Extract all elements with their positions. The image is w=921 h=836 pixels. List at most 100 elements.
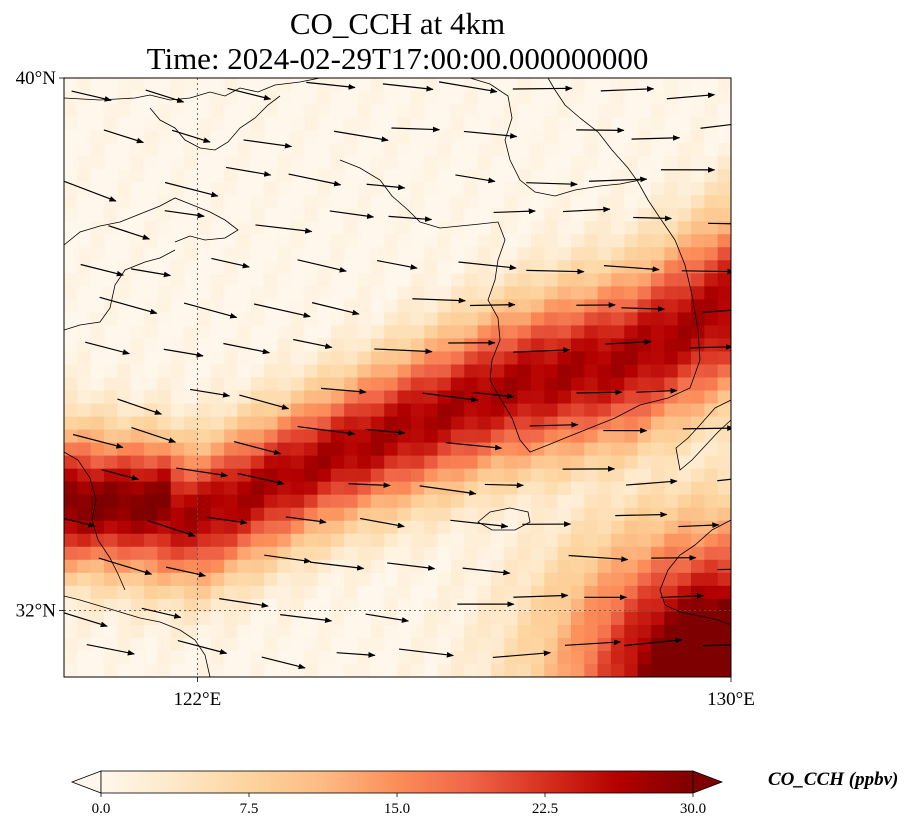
wind-arrow: [117, 398, 163, 415]
wind-arrow: [678, 522, 720, 529]
colorbar-extend-high: [692, 770, 724, 794]
wind-arrow: [412, 297, 466, 304]
wind-arrow: [334, 130, 389, 143]
wind-arrow: [526, 181, 578, 187]
wind-arrow: [86, 643, 135, 656]
wind-arrow: [72, 433, 124, 449]
wind-arrow: [398, 648, 455, 658]
wind-arrow: [98, 557, 153, 576]
wind-arrow: [600, 86, 655, 92]
colorbar-title: CO_CCH (ppbv): [768, 769, 899, 790]
wind-arrow: [64, 612, 108, 628]
colorbar-tick-label: 30.0: [680, 801, 706, 817]
wind-arrow: [297, 259, 347, 273]
wind-arrow: [374, 348, 433, 355]
wind-arrow: [621, 306, 666, 312]
concentration-field: [64, 78, 731, 677]
wind-arrow: [226, 166, 272, 177]
wind-arrow: [223, 342, 271, 355]
wind-arrow: [455, 174, 496, 184]
colorbar-tick-label: 7.5: [240, 801, 259, 817]
wind-arrow: [64, 517, 96, 528]
wind-arrow: [348, 482, 391, 489]
wind-arrow: [568, 554, 629, 563]
latitude-label: 40°N: [16, 68, 57, 89]
wind-arrow: [103, 129, 144, 144]
wind-arrow: [492, 650, 552, 659]
wind-arrow: [623, 637, 683, 647]
wind-arrow: [71, 90, 112, 102]
wind-arrow: [387, 562, 436, 571]
wind-arrow: [365, 428, 406, 436]
wind-arrow: [458, 261, 517, 271]
wind-arrow: [163, 348, 204, 358]
coastline-china-east: [64, 451, 126, 591]
wind-arrow: [472, 391, 515, 399]
wind-arrow: [171, 129, 211, 143]
wind-arrow: [603, 265, 660, 273]
wind-arrow: [64, 180, 117, 202]
wind-arrow: [469, 301, 516, 308]
wind-arrow: [636, 387, 678, 394]
wind-arrow: [165, 566, 207, 578]
map-title-line2: Time: 2024-02-29T17:00:00.000000000: [146, 41, 649, 76]
colorbar-tick-label: 15.0: [384, 801, 410, 817]
colorbar-tick-label: 0.0: [92, 801, 111, 817]
wind-arrow: [484, 482, 524, 489]
wind-arrow: [306, 81, 356, 90]
wind-arrow: [388, 215, 433, 222]
coastline-japan: [675, 399, 731, 471]
coastline-yangtze: [64, 595, 211, 677]
wind-arrow: [689, 344, 731, 350]
wind-arrow: [211, 257, 250, 269]
wind-arrow: [682, 425, 731, 432]
wind-arrow: [493, 208, 536, 215]
wind-arrow: [80, 263, 124, 277]
wind-arrow: [377, 259, 418, 270]
wind-arrow: [463, 130, 518, 139]
wind-arrow: [285, 516, 327, 525]
wind-arrow: [462, 567, 511, 576]
gridlines: [64, 78, 731, 677]
wind-arrow: [625, 478, 678, 486]
wind-arrow: [365, 613, 410, 623]
wind-arrow: [588, 176, 648, 183]
wind-arrow: [717, 568, 731, 571]
wind-arrow: [329, 210, 375, 219]
wind-arrow: [207, 516, 248, 525]
wind-arrow: [131, 426, 177, 443]
colorbar: 0.0 7.5 15.0 22.5 30.0: [70, 770, 724, 817]
wind-arrow: [615, 511, 668, 518]
wind-arrow: [526, 268, 585, 275]
colorbar-tick-label: 22.5: [532, 801, 558, 817]
wind-arrow: [141, 607, 182, 619]
wind-arrow: [288, 173, 342, 187]
wind-arrow: [264, 554, 312, 564]
wind-arrow: [320, 387, 367, 395]
wind-arrow: [309, 561, 365, 571]
wind-arrow: [576, 389, 623, 396]
wind-arrow: [336, 652, 376, 658]
wind-arrow: [717, 478, 731, 482]
coastline-korea-west: [339, 159, 566, 453]
latitude-label: 32°N: [16, 600, 57, 621]
wind-arrow: [147, 520, 196, 537]
wind-arrow: [237, 472, 285, 486]
wind-arrow: [227, 87, 272, 101]
coastline-korea-north: [469, 78, 641, 197]
wind-vectors: [64, 81, 731, 670]
wind-arrow: [145, 89, 185, 103]
wind-arrow: [85, 341, 131, 355]
wind-arrow: [450, 519, 509, 529]
coastline-korea-east: [547, 78, 701, 439]
wind-arrow: [564, 639, 622, 646]
wind-arrow: [660, 593, 705, 599]
coastline-china-north: [64, 78, 321, 101]
coastline-jeju: [477, 507, 531, 531]
wind-arrow: [164, 210, 205, 219]
wind-arrow: [176, 467, 229, 478]
wind-arrow: [605, 339, 652, 345]
wind-arrow: [438, 81, 498, 94]
colorbar-ticks: 0.0 7.5 15.0 22.5 30.0: [92, 793, 706, 817]
